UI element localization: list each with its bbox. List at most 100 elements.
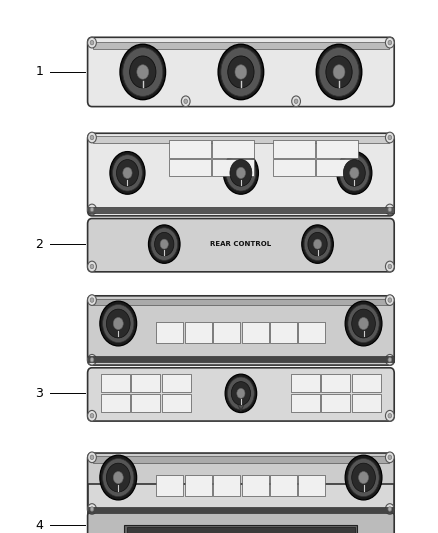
Bar	[242, 322, 268, 343]
Bar	[127, 527, 355, 533]
FancyBboxPatch shape	[88, 219, 394, 272]
Bar	[131, 394, 160, 412]
Circle shape	[90, 135, 94, 140]
Bar	[88, 356, 394, 362]
Circle shape	[319, 47, 359, 96]
Circle shape	[113, 472, 123, 483]
Circle shape	[155, 232, 174, 256]
Bar	[321, 394, 350, 412]
Circle shape	[388, 298, 392, 302]
Circle shape	[385, 204, 394, 215]
Bar	[316, 159, 358, 176]
Circle shape	[339, 155, 369, 191]
Text: 2: 2	[35, 238, 43, 251]
Circle shape	[90, 507, 94, 511]
Circle shape	[388, 41, 392, 45]
Circle shape	[223, 151, 258, 194]
Circle shape	[230, 159, 252, 186]
Circle shape	[151, 228, 178, 261]
Circle shape	[88, 354, 96, 365]
Bar	[352, 394, 381, 412]
Circle shape	[117, 159, 138, 186]
Circle shape	[228, 56, 254, 88]
Circle shape	[184, 99, 187, 103]
Circle shape	[88, 132, 96, 143]
FancyBboxPatch shape	[88, 296, 394, 365]
Circle shape	[385, 452, 394, 463]
Circle shape	[385, 354, 394, 365]
Circle shape	[226, 155, 256, 191]
Bar	[131, 374, 160, 392]
Circle shape	[388, 135, 392, 140]
Circle shape	[388, 264, 392, 269]
Bar	[273, 140, 315, 158]
Bar	[88, 207, 394, 213]
Circle shape	[90, 207, 94, 212]
Bar	[156, 322, 184, 343]
Circle shape	[385, 261, 394, 272]
Circle shape	[90, 264, 94, 269]
Bar	[156, 475, 184, 496]
Bar	[291, 394, 320, 412]
Circle shape	[345, 455, 382, 500]
Bar	[298, 475, 325, 496]
Circle shape	[302, 225, 333, 263]
FancyBboxPatch shape	[88, 37, 394, 107]
Circle shape	[343, 159, 365, 186]
Circle shape	[237, 167, 245, 179]
Circle shape	[100, 455, 137, 500]
Circle shape	[388, 207, 392, 212]
Circle shape	[100, 301, 137, 346]
Circle shape	[385, 37, 394, 48]
Circle shape	[88, 410, 96, 421]
Circle shape	[106, 463, 130, 492]
Bar	[270, 475, 297, 496]
Circle shape	[113, 318, 123, 329]
Circle shape	[88, 37, 96, 48]
Bar	[124, 525, 357, 533]
Bar	[101, 374, 130, 392]
Circle shape	[88, 504, 96, 514]
FancyBboxPatch shape	[88, 453, 394, 514]
Circle shape	[345, 301, 382, 346]
Circle shape	[388, 507, 392, 511]
Circle shape	[359, 472, 368, 483]
Circle shape	[225, 374, 257, 413]
Bar	[270, 322, 297, 343]
Circle shape	[337, 151, 372, 194]
Bar	[212, 159, 254, 176]
Circle shape	[235, 65, 247, 79]
Bar	[93, 42, 389, 49]
Circle shape	[388, 455, 392, 459]
Bar	[169, 159, 211, 176]
Circle shape	[123, 167, 132, 179]
Bar	[162, 394, 191, 412]
Circle shape	[294, 99, 298, 103]
Circle shape	[102, 458, 134, 497]
Circle shape	[160, 239, 168, 249]
Circle shape	[123, 47, 163, 96]
Circle shape	[388, 358, 392, 362]
Circle shape	[348, 304, 379, 343]
Circle shape	[333, 65, 345, 79]
Circle shape	[385, 132, 394, 143]
Bar	[93, 299, 389, 305]
Bar	[273, 159, 315, 176]
Circle shape	[385, 504, 394, 514]
Bar	[162, 374, 191, 392]
Bar	[213, 322, 240, 343]
Circle shape	[148, 225, 180, 263]
Bar	[321, 374, 350, 392]
FancyBboxPatch shape	[88, 133, 394, 216]
Circle shape	[90, 455, 94, 459]
FancyBboxPatch shape	[88, 512, 394, 533]
Bar	[93, 456, 389, 463]
Text: 4: 4	[35, 519, 43, 531]
Circle shape	[227, 377, 254, 410]
Circle shape	[292, 96, 300, 107]
Circle shape	[90, 41, 94, 45]
Circle shape	[352, 463, 375, 492]
Circle shape	[314, 239, 321, 249]
Circle shape	[326, 56, 352, 88]
Text: 3: 3	[35, 387, 43, 400]
